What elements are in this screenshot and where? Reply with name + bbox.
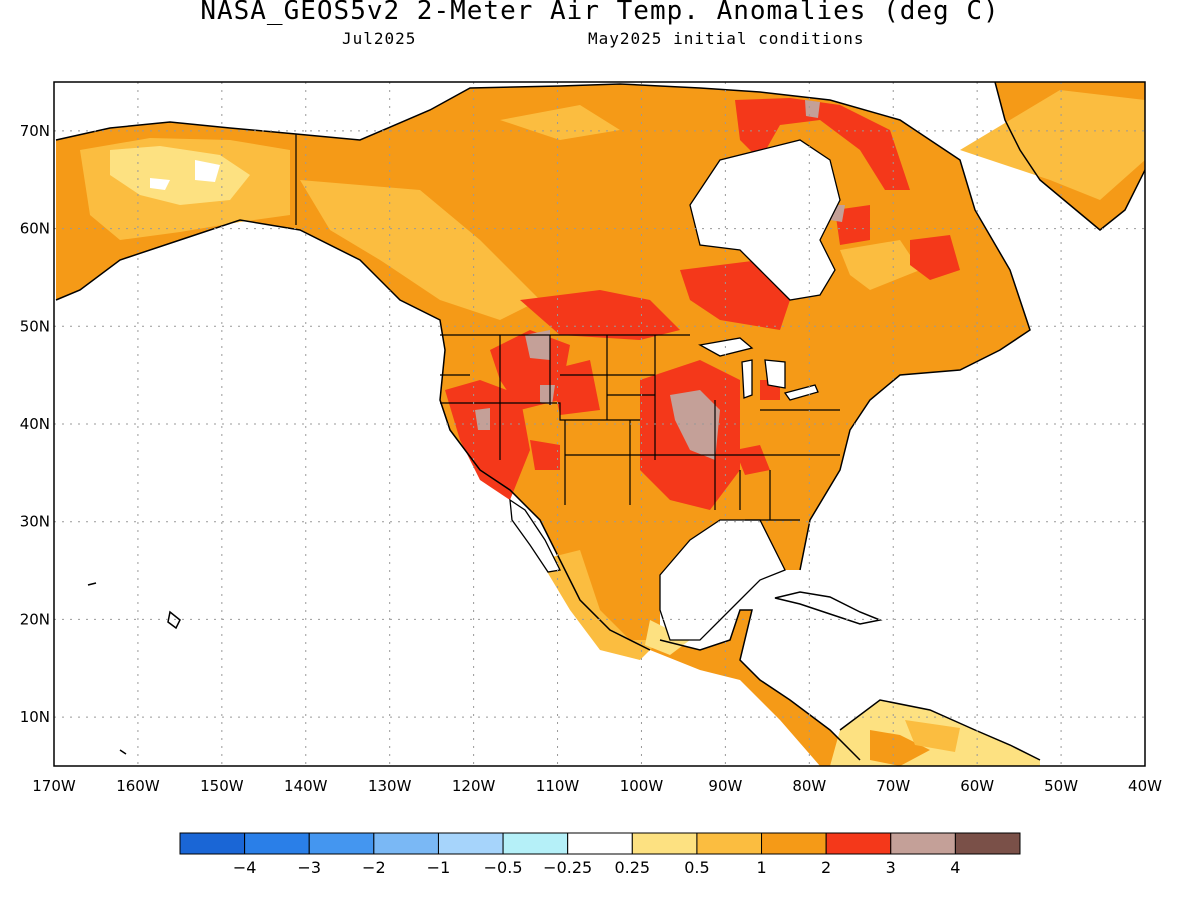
lon-tick-label: 90W bbox=[708, 777, 742, 795]
gulf-of-california bbox=[509, 498, 561, 573]
lon-tick-label: 140W bbox=[284, 777, 328, 795]
max-anomaly-patches bbox=[475, 100, 845, 460]
weak-anomaly-patches bbox=[80, 90, 1145, 766]
lat-tick-label: 30N bbox=[20, 513, 50, 531]
colorbar-swatch bbox=[761, 832, 827, 855]
political-boundaries bbox=[295, 134, 840, 521]
lat-tick-label: 40N bbox=[20, 415, 50, 433]
lat-tick-label: 70N bbox=[20, 122, 50, 140]
lon-tick-label: 160W bbox=[116, 777, 160, 795]
lon-tick-label: 170W bbox=[32, 777, 76, 795]
colorbar-swatch bbox=[890, 832, 956, 855]
colorbar-swatch bbox=[631, 832, 698, 855]
lon-tick-label: 110W bbox=[536, 777, 580, 795]
lat-tick-label: 60N bbox=[20, 220, 50, 238]
lon-tick-label: 120W bbox=[452, 777, 496, 795]
lon-tick-label: 50W bbox=[1044, 777, 1078, 795]
gulf-of-mexico bbox=[659, 519, 786, 641]
lat-lon-grid bbox=[54, 82, 1145, 766]
latitude-labels: 10N 20N 30N 40N 50N 60N 70N bbox=[20, 122, 50, 726]
colorbar-label: 0.5 bbox=[684, 858, 709, 877]
colorbar-swatch bbox=[437, 832, 504, 855]
cuba-island bbox=[774, 591, 883, 625]
colorbar-label: 4 bbox=[950, 858, 960, 877]
colorbar-swatch bbox=[308, 832, 375, 855]
colorbar-label: 3 bbox=[886, 858, 896, 877]
colorbar-label: 0.25 bbox=[614, 858, 650, 877]
lon-tick-label: 60W bbox=[960, 777, 994, 795]
lat-tick-label: 20N bbox=[20, 610, 50, 628]
hudson-bay bbox=[689, 139, 841, 301]
initial-conditions: May2025 initial conditions bbox=[588, 29, 865, 48]
colorbar-label: −3 bbox=[297, 858, 321, 877]
coastlines bbox=[55, 82, 1145, 761]
colorbar-swatch bbox=[567, 832, 633, 855]
forecast-month: Jul2025 bbox=[342, 29, 417, 48]
colorbar-swatch bbox=[825, 832, 892, 855]
colorbar-swatch bbox=[954, 832, 1021, 855]
lon-tick-label: 150W bbox=[200, 777, 244, 795]
great-lake-superior bbox=[698, 337, 754, 357]
colorbar-swatch bbox=[373, 832, 439, 855]
colorbar-label: −2 bbox=[362, 858, 386, 877]
lat-tick-label: 10N bbox=[20, 708, 50, 726]
water-bodies bbox=[509, 139, 841, 641]
lon-tick-label: 70W bbox=[876, 777, 910, 795]
colorbar-label: −4 bbox=[233, 858, 257, 877]
colorbar: −4 −3 −2 −1 −0.5 −0.25 0.25 0.5 1 2 3 4 bbox=[179, 832, 1021, 877]
lon-tick-label: 80W bbox=[792, 777, 826, 795]
colorbar-label: 2 bbox=[821, 858, 831, 877]
great-lake-erie bbox=[783, 384, 819, 401]
map-title: NASA_GEOS5v2 2-Meter Air Temp. Anomalies… bbox=[200, 0, 1000, 26]
lat-tick-label: 50N bbox=[20, 317, 50, 335]
lon-tick-label: 100W bbox=[620, 777, 664, 795]
colorbar-swatch bbox=[502, 832, 569, 855]
lon-tick-label: 40W bbox=[1128, 777, 1162, 795]
colorbar-swatch bbox=[179, 832, 246, 855]
plot-frame bbox=[53, 81, 1146, 767]
colorbar-label: −0.25 bbox=[543, 858, 592, 877]
great-lake-michigan bbox=[741, 359, 753, 399]
great-lake-huron bbox=[764, 359, 786, 389]
colorbar-swatch bbox=[696, 832, 763, 855]
longitude-labels: 170W 160W 150W 140W 130W 120W 110W 100W 90W 80W 70… bbox=[32, 777, 1162, 795]
colorbar-label: −1 bbox=[427, 858, 451, 877]
colorbar-label: −0.5 bbox=[484, 858, 523, 877]
colorbar-label: 1 bbox=[756, 858, 766, 877]
colorbar-swatch bbox=[244, 832, 310, 855]
lon-tick-label: 130W bbox=[368, 777, 412, 795]
